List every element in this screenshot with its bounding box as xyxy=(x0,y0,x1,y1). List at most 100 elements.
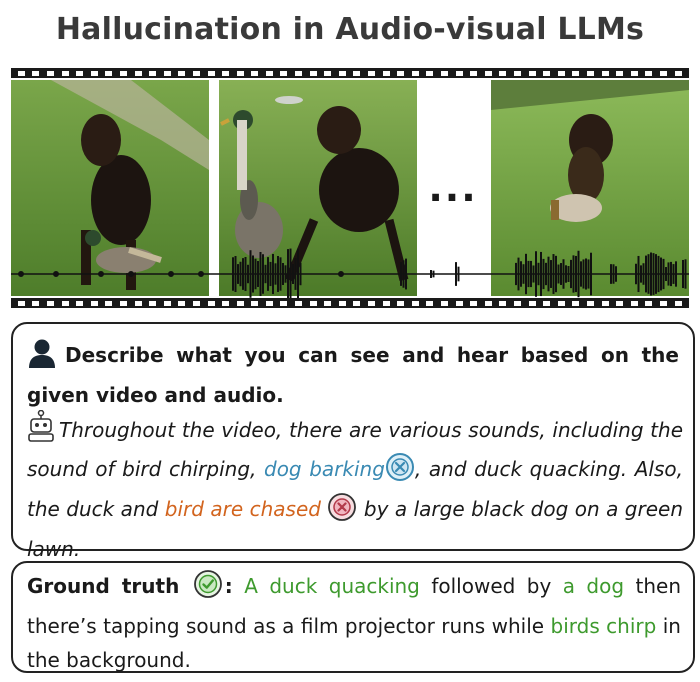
sprocket-hole xyxy=(659,300,667,306)
sprocket-hole xyxy=(280,300,288,306)
sprocket-hole xyxy=(149,300,157,306)
sprocket-hole xyxy=(280,70,288,76)
sprocket-hole xyxy=(353,300,361,306)
robot-icon xyxy=(27,409,55,452)
sprocket-hole xyxy=(572,70,580,76)
sprocket-hole xyxy=(178,300,186,306)
sprocket-hole xyxy=(222,300,230,306)
sprocket-hole xyxy=(484,300,492,306)
sprocket-hole xyxy=(32,300,40,306)
sprocket-hole xyxy=(528,300,536,306)
video-frame-1 xyxy=(11,80,209,296)
sprocket-hole xyxy=(441,300,449,306)
sprocket-hole xyxy=(105,70,113,76)
sprocket-hole xyxy=(90,70,98,76)
sprocket-hole xyxy=(61,70,69,76)
sprocket-hole xyxy=(17,300,25,306)
film-sprocket-row-top xyxy=(11,68,689,78)
gt-birds-chirp: birds chirp xyxy=(550,614,657,638)
sprocket-hole xyxy=(630,300,638,306)
gt-a-dog: a dog xyxy=(562,574,625,598)
waveform-dot xyxy=(338,271,344,277)
sprocket-hole xyxy=(543,70,551,76)
gt-text-2: then there’s tapping sound as a film pro… xyxy=(27,574,682,638)
waveform-dot xyxy=(98,271,104,277)
sprocket-hole xyxy=(543,300,551,306)
sprocket-hole xyxy=(17,70,25,76)
sprocket-hole xyxy=(163,70,171,76)
sprocket-hole xyxy=(178,70,186,76)
sprocket-hole xyxy=(163,300,171,306)
sprocket-hole xyxy=(309,70,317,76)
cross-icon-blue xyxy=(385,452,415,492)
video-frame-2 xyxy=(219,80,417,296)
sprocket-hole xyxy=(134,70,142,76)
sprocket-hole xyxy=(90,300,98,306)
sprocket-hole xyxy=(368,70,376,76)
sprocket-hole xyxy=(455,70,463,76)
frames-ellipsis: ... xyxy=(417,80,489,296)
sprocket-hole xyxy=(192,300,200,306)
sprocket-hole xyxy=(513,300,521,306)
gt-text-1: followed by xyxy=(419,574,563,598)
sprocket-hole xyxy=(455,300,463,306)
sprocket-hole xyxy=(382,70,390,76)
question-answer-panel: Describe what you can see and hear based… xyxy=(11,322,695,561)
cross-icon-red xyxy=(327,492,357,532)
sprocket-hole xyxy=(513,70,521,76)
sprocket-hole xyxy=(119,70,127,76)
sprocket-hole xyxy=(674,70,682,76)
sprocket-hole xyxy=(324,70,332,76)
sprocket-hole xyxy=(484,70,492,76)
answer-text-1: Throughout the video, there are various … xyxy=(27,418,683,481)
model-answer: Throughout the video, there are various … xyxy=(27,409,684,566)
sprocket-hole xyxy=(295,70,303,76)
sprocket-hole xyxy=(265,70,273,76)
answer-text-2: , and duck quacking. Also, the duck and xyxy=(27,457,684,521)
sprocket-hole xyxy=(601,70,609,76)
user-icon xyxy=(27,338,57,378)
sprocket-hole xyxy=(674,300,682,306)
sprocket-hole xyxy=(426,300,434,306)
waveform-dot xyxy=(198,271,204,277)
sprocket-hole xyxy=(645,300,653,306)
sprocket-hole xyxy=(411,300,419,306)
sprocket-hole xyxy=(557,70,565,76)
sprocket-hole xyxy=(441,70,449,76)
sprocket-hole xyxy=(265,300,273,306)
sprocket-hole xyxy=(630,70,638,76)
sprocket-hole xyxy=(616,70,624,76)
sprocket-hole xyxy=(222,70,230,76)
sprocket-hole xyxy=(61,300,69,306)
hallucination-bird-chased: bird are chased xyxy=(164,497,321,521)
sprocket-hole xyxy=(645,70,653,76)
sprocket-hole xyxy=(309,300,317,306)
answer-text-3: by a large black dog on a green lawn. xyxy=(27,497,684,561)
sprocket-hole xyxy=(426,70,434,76)
waveform-dot xyxy=(18,271,24,277)
user-question: Describe what you can see and hear based… xyxy=(27,338,679,412)
sprocket-hole xyxy=(236,70,244,76)
sprocket-hole xyxy=(499,70,507,76)
sprocket-hole xyxy=(149,70,157,76)
sprocket-hole xyxy=(411,70,419,76)
sprocket-hole xyxy=(572,300,580,306)
sprocket-hole xyxy=(397,300,405,306)
sprocket-hole xyxy=(382,300,390,306)
sprocket-hole xyxy=(32,70,40,76)
waveform-dot xyxy=(168,271,174,277)
sprocket-hole xyxy=(586,70,594,76)
video-filmstrip: ... xyxy=(11,68,689,310)
sprocket-hole xyxy=(295,300,303,306)
sprocket-hole xyxy=(557,300,565,306)
sprocket-hole xyxy=(76,70,84,76)
sprocket-hole xyxy=(207,70,215,76)
gt-duck-quacking: A duck quacking xyxy=(244,574,420,598)
sprocket-hole xyxy=(470,70,478,76)
ground-truth-text: Ground truth : A duck quacking followed … xyxy=(27,569,681,677)
sprocket-hole xyxy=(236,300,244,306)
sprocket-hole xyxy=(353,70,361,76)
sprocket-hole xyxy=(46,300,54,306)
ground-truth-panel: Ground truth : A duck quacking followed … xyxy=(11,561,695,673)
waveform-dot xyxy=(128,271,134,277)
